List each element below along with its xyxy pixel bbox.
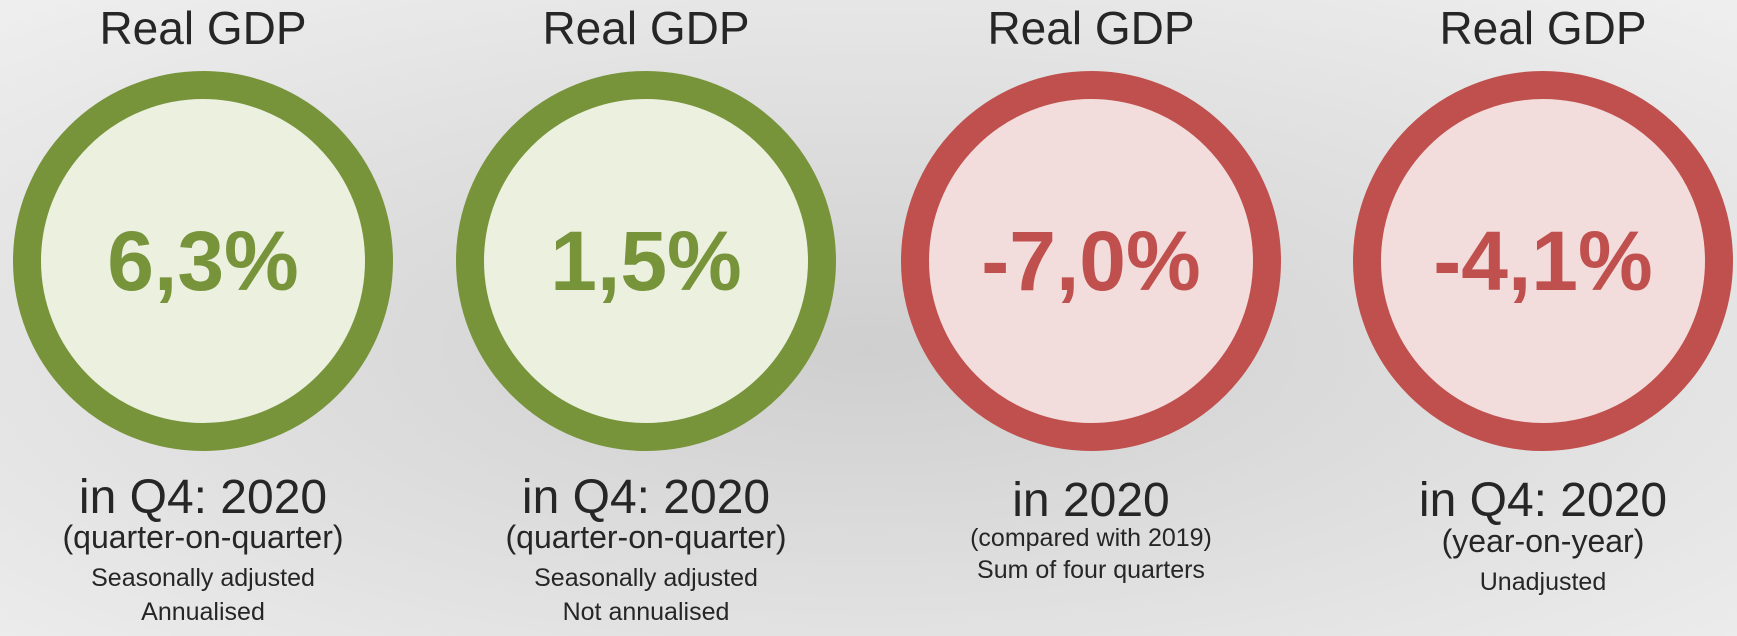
indicator-value: 1,5% [550,214,741,308]
card-title: Real GDP [987,2,1194,54]
card-title: Real GDP [99,2,306,54]
page: Real GDP6,3%in Q4: 2020(quarter-on-quart… [0,0,1737,636]
basis: (quarter-on-quarter) [506,519,787,555]
period: in Q4: 2020 [1419,474,1667,527]
indicator-value: -7,0% [981,214,1200,308]
basis: (year-on-year) [1442,523,1645,559]
indicator-value: -4,1% [1433,214,1652,308]
note: Seasonally adjusted [91,564,315,592]
note: Seasonally adjusted [534,564,758,592]
period: in 2020 [1012,474,1169,527]
note: Unadjusted [1480,568,1606,596]
basis: (quarter-on-quarter) [63,519,344,555]
note: Not annualised [563,598,730,626]
card-title: Real GDP [542,2,749,54]
period: in Q4: 2020 [522,471,770,524]
note: Sum of four quarters [977,556,1205,584]
card-title: Real GDP [1439,2,1646,54]
period: in Q4: 2020 [79,471,327,524]
indicator-value: 6,3% [107,214,298,308]
basis: (compared with 2019) [970,524,1212,552]
note: Annualised [141,598,265,626]
infographic: Real GDP6,3%in Q4: 2020(quarter-on-quart… [0,0,1737,636]
